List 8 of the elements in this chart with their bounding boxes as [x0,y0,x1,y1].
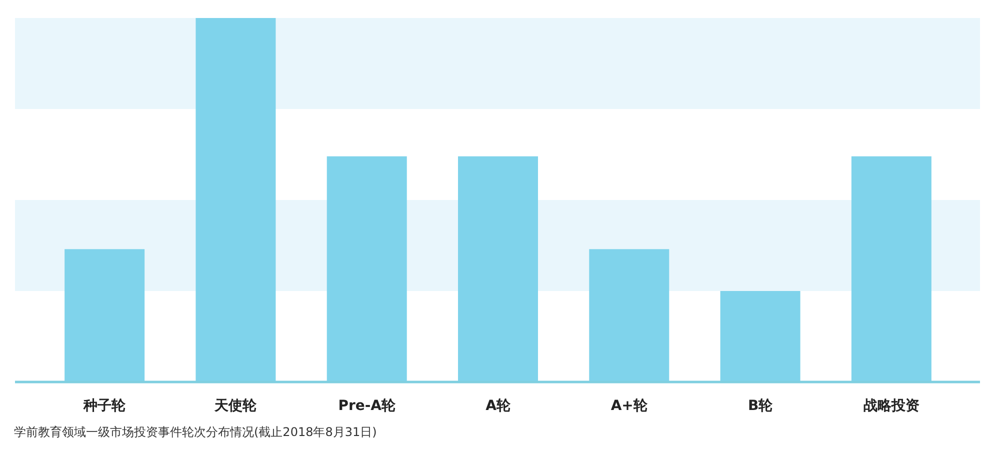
x-tick-label: 种子轮 [82,398,127,414]
text: 学前教育领域一级市场投资事件轮次分布情况(截止2018年8月31日) [14,425,377,439]
x-tick-label: Pre-A轮 [338,398,397,414]
x-tick-label: A+轮 [610,398,648,414]
x-tick-label: A轮 [486,398,512,414]
x-tick-label: 战略投资 [863,398,920,414]
x-tick-label: B轮 [748,398,774,414]
x-tick-label: 天使轮 [214,398,258,414]
